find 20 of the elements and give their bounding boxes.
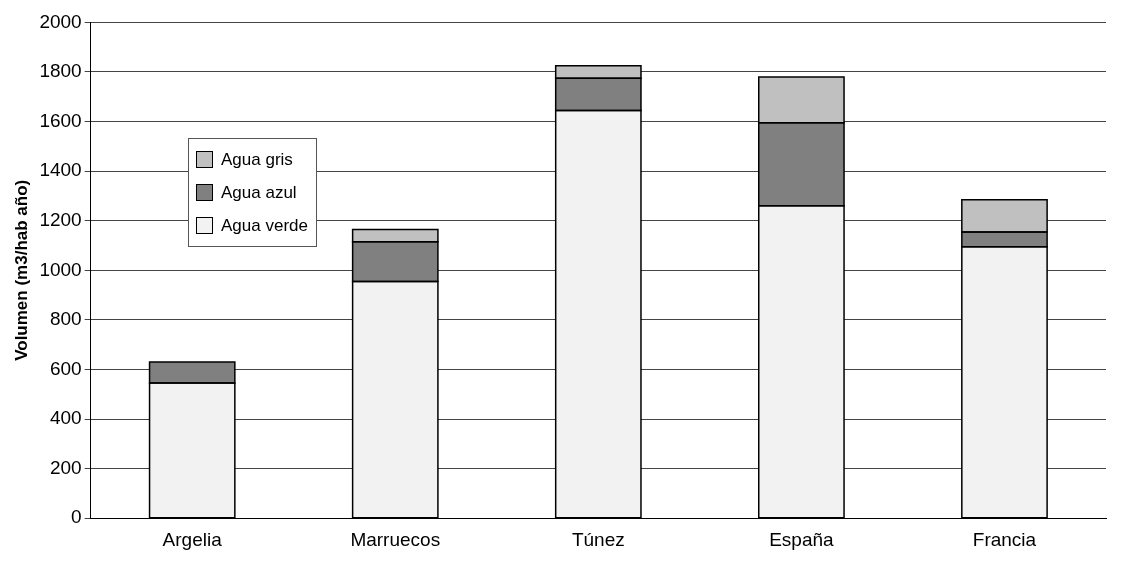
x-tick-label: Marruecos xyxy=(350,528,441,550)
legend-label: Agua gris xyxy=(221,149,293,170)
y-tick-label: 1000 xyxy=(39,258,82,280)
y-tick-label: 1600 xyxy=(39,109,82,131)
y-tick-label: 0 xyxy=(71,506,82,528)
x-tick-label: España xyxy=(769,528,835,550)
y-tick-label: 800 xyxy=(49,308,82,330)
legend-label: Agua verde xyxy=(221,215,308,236)
y-tick-label: 400 xyxy=(49,407,82,429)
y-tick-label: 2000 xyxy=(39,10,82,32)
y-tick-label: 600 xyxy=(49,357,82,379)
y-axis-title: Volumen (m3/hab año) xyxy=(11,179,31,361)
y-tick-label: 200 xyxy=(49,456,82,478)
x-tick-label: Argelia xyxy=(162,528,223,550)
legend-label: Agua azul xyxy=(221,182,297,203)
y-tick-label: 1400 xyxy=(39,159,82,181)
y-tick-label: 1800 xyxy=(39,60,82,82)
y-tick-label: 1200 xyxy=(39,208,82,230)
x-tick-label: Túnez xyxy=(571,528,625,550)
x-tick-label: Francia xyxy=(972,528,1037,550)
